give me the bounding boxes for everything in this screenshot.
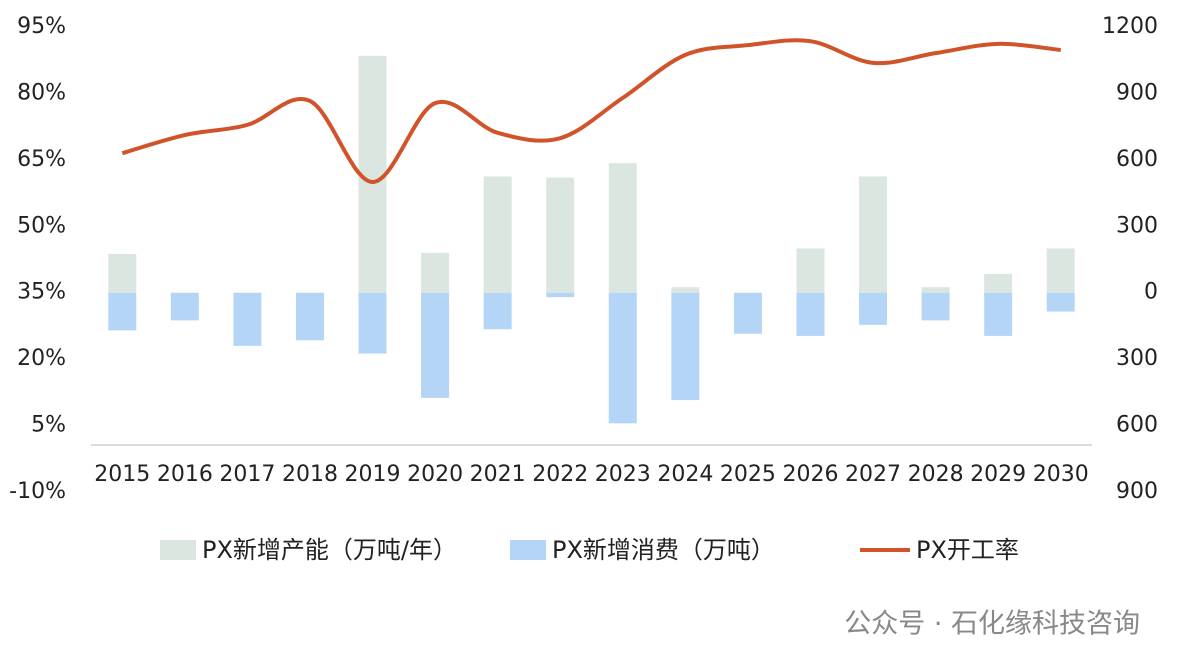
bar (859, 292, 888, 325)
y-tick-label: -10% (9, 479, 66, 504)
x-tick-label: 2020 (407, 462, 463, 487)
bar (546, 177, 575, 293)
x-tick-label: 2028 (908, 462, 964, 487)
y-tick-label: 80% (17, 80, 66, 105)
legend-label: PX开工率 (916, 536, 1019, 564)
x-tick-label: 2027 (845, 462, 901, 487)
x-tick-label: 2015 (94, 462, 150, 487)
legend-label: PX新增消费（万吨） (552, 536, 775, 564)
bar (295, 292, 324, 341)
bar (170, 292, 199, 321)
x-tick-label: 2025 (720, 462, 776, 487)
bar (796, 292, 825, 336)
x-tick-label: 2026 (782, 462, 838, 487)
x-tick-label: 2017 (219, 462, 275, 487)
x-tick-label: 2018 (282, 462, 338, 487)
watermark: 公众号 · 石化缘科技咨询 (844, 609, 1140, 640)
y2-tick-label: 900 (1116, 479, 1158, 504)
x-tick-label: 2024 (657, 462, 713, 487)
bar (1046, 292, 1075, 312)
bar (1046, 248, 1075, 293)
bar (921, 292, 950, 321)
bar (921, 287, 950, 293)
y2-tick-label: 600 (1116, 147, 1158, 172)
bar (796, 248, 825, 293)
y2-tick-label: 300 (1116, 213, 1158, 238)
x-tick-label: 2023 (595, 462, 651, 487)
bar (421, 292, 450, 398)
bar (984, 292, 1013, 336)
x-tick-label: 2030 (1033, 462, 1089, 487)
x-tick-label: 2022 (532, 462, 588, 487)
bar (608, 163, 637, 293)
y-tick-label: 35% (17, 280, 66, 305)
y2-tick-label: 600 (1116, 413, 1158, 438)
bar (984, 273, 1013, 293)
y2-tick-label: 0 (1144, 280, 1158, 305)
y-tick-label: 20% (17, 346, 66, 371)
y2-tick-label: 900 (1116, 80, 1158, 105)
x-tick-label: 2021 (470, 462, 526, 487)
legend-label: PX新增产能（万吨/年） (202, 536, 457, 564)
bar (108, 253, 137, 293)
bar (358, 292, 387, 354)
bar (483, 292, 512, 330)
line (121, 38, 1061, 185)
bar (608, 292, 637, 424)
bar (358, 55, 387, 293)
y-tick-label: 65% (17, 147, 66, 172)
legend-swatch (160, 540, 196, 560)
bar (233, 292, 262, 346)
bar (483, 176, 512, 293)
bar (546, 292, 575, 298)
y2-tick-label: 1200 (1102, 14, 1158, 39)
y-tick-label: 5% (31, 413, 66, 438)
x-tick-label: 2029 (970, 462, 1026, 487)
bar (421, 252, 450, 293)
bar (108, 292, 137, 331)
bar (733, 292, 762, 334)
x-tick-label: 2019 (345, 462, 401, 487)
y2-tick-label: 300 (1116, 346, 1158, 371)
bar (671, 292, 700, 401)
y-tick-label: 50% (17, 213, 66, 238)
bar (671, 287, 700, 293)
legend-swatch (510, 540, 546, 560)
bar (859, 176, 888, 293)
y-tick-label: 95% (17, 14, 66, 39)
x-tick-label: 2016 (157, 462, 213, 487)
